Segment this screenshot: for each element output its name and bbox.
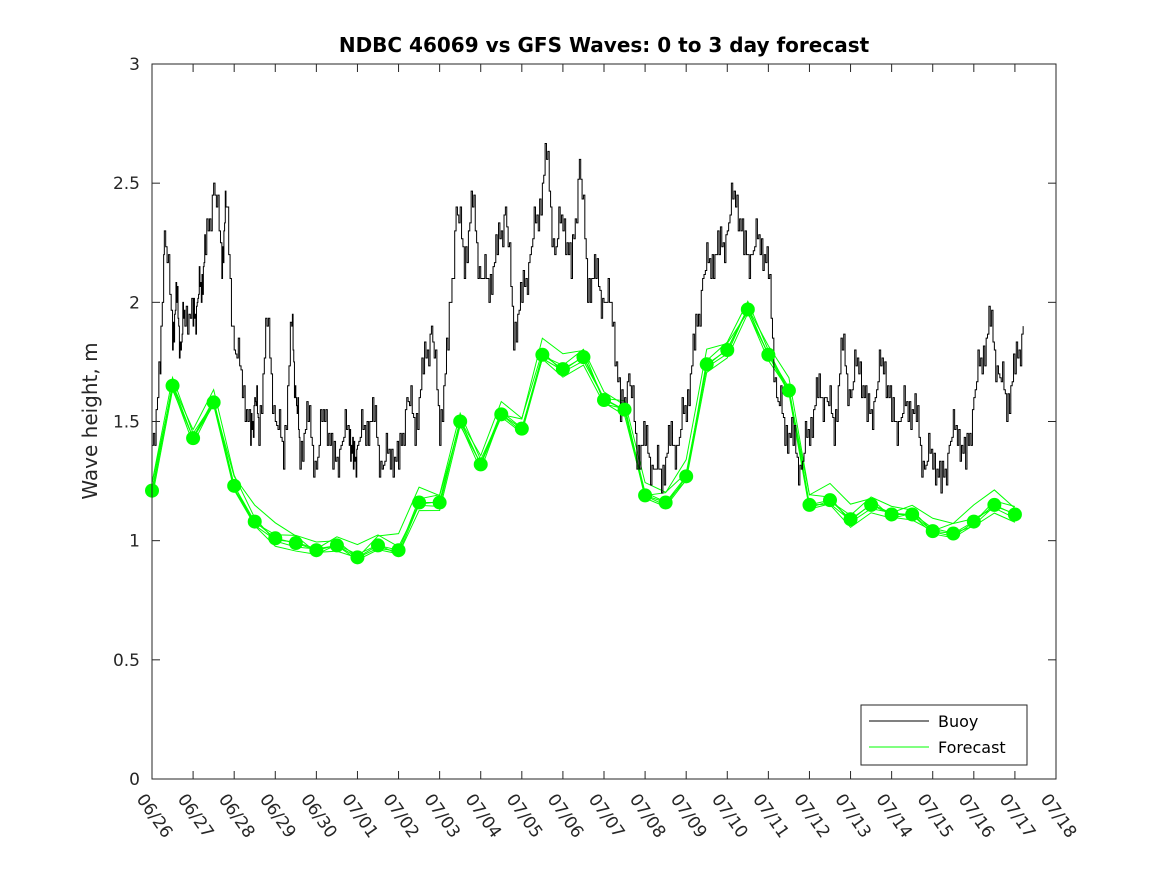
forecast-marker <box>658 495 673 510</box>
forecast-marker <box>514 421 529 436</box>
legend-box <box>860 704 1028 766</box>
buoy-line <box>152 142 1024 494</box>
y-axis-label: Wave height, m <box>78 342 102 499</box>
forecast-marker <box>966 514 981 529</box>
forecast-marker <box>329 538 344 553</box>
forecast-marker <box>391 543 406 558</box>
forecast-marker <box>597 393 611 408</box>
forecast-marker <box>494 407 509 422</box>
forecast-marker <box>761 347 776 362</box>
forecast-marker <box>884 507 899 522</box>
forecast-marker <box>905 507 920 522</box>
forecast-marker <box>268 531 283 546</box>
forecast-marker <box>288 536 303 551</box>
forecast-ensemble-line <box>151 312 1016 556</box>
forecast-marker <box>925 524 940 539</box>
forecast-marker <box>350 550 365 565</box>
forecast-marker <box>720 343 735 357</box>
forecast-marker <box>165 378 180 393</box>
forecast-marker <box>1007 507 1022 522</box>
forecast-marker <box>781 383 796 398</box>
forecast-marker <box>740 302 755 317</box>
axes-box <box>151 63 1057 780</box>
plot-area <box>145 142 1024 565</box>
y-tick-label: 3 <box>129 55 140 75</box>
forecast-marker <box>987 497 1002 512</box>
legend: Buoy Forecast <box>860 704 1028 766</box>
y-tick-label: 1 <box>129 532 140 552</box>
forecast-marker <box>699 357 714 372</box>
legend-buoy-label: Buoy <box>938 712 978 731</box>
forecast-marker <box>679 469 694 484</box>
forecast-marker <box>309 543 324 558</box>
y-tick-label: 0.5 <box>113 651 140 671</box>
forecast-marker <box>206 395 221 410</box>
forecast-marker <box>247 514 262 529</box>
forecast-marker <box>823 493 837 508</box>
y-tick-label: 0 <box>129 770 140 790</box>
y-axis-ticks: 0 0.5 1 1.5 2 2.5 3 <box>113 55 1056 790</box>
legend-forecast-label: Forecast <box>938 738 1006 757</box>
y-tick-label: 2 <box>129 293 140 313</box>
y-tick-label: 2.5 <box>113 174 140 194</box>
chart-title: NDBC 46069 vs GFS Waves: 0 to 3 day fore… <box>339 33 870 57</box>
forecast-marker <box>555 362 570 377</box>
y-tick-label: 1.5 <box>113 413 140 433</box>
forecast-marker <box>227 478 242 493</box>
forecast-marker <box>412 495 427 510</box>
forecast-marker <box>535 347 550 362</box>
forecast-marker <box>617 402 632 417</box>
forecast-marker <box>638 488 653 503</box>
forecast-marker <box>576 350 591 365</box>
forecast-marker <box>453 414 468 429</box>
forecast-marker <box>432 495 447 510</box>
forecast-marker <box>802 497 817 512</box>
forecast-marker <box>473 457 488 472</box>
forecast-marker <box>843 512 858 527</box>
forecast-marker <box>946 526 961 541</box>
forecast-marker <box>186 431 201 446</box>
forecast-marker <box>371 538 385 553</box>
forecast-marker <box>864 497 879 512</box>
